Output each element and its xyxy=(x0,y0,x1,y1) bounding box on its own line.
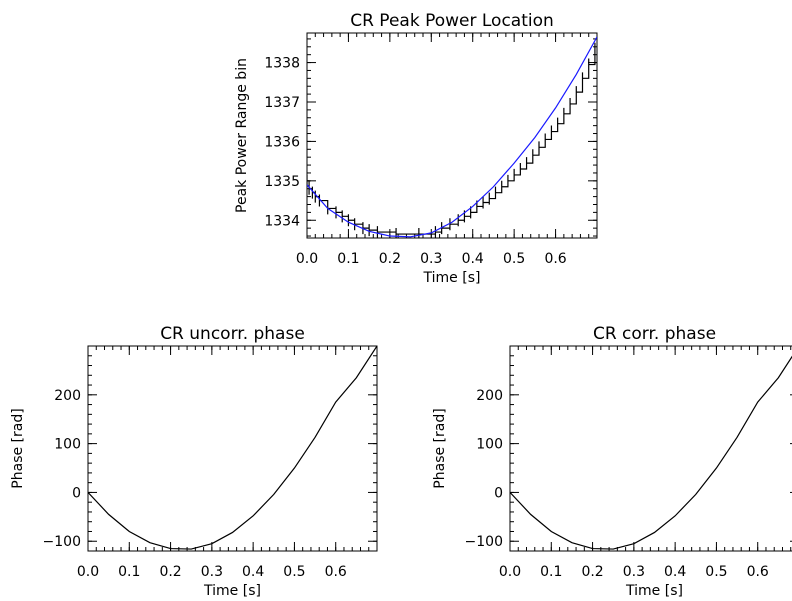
x-tick-label: 0.3 xyxy=(420,251,442,267)
chart-title: CR Peak Power Location xyxy=(350,11,554,31)
series-line-1 xyxy=(510,355,792,550)
x-tick-label: 0.2 xyxy=(581,564,603,580)
x-tick-label: 0.3 xyxy=(623,564,645,580)
y-tick-label: −100 xyxy=(43,534,81,550)
y-axis-label: Peak Power Range bin xyxy=(234,58,250,213)
x-tick-label: 0.2 xyxy=(159,564,181,580)
y-tick-label: 1338 xyxy=(264,56,300,72)
x-tick-label: 0.2 xyxy=(379,251,401,267)
y-tick-label: −100 xyxy=(465,534,503,550)
x-tick-label: 0.6 xyxy=(325,564,347,580)
x-tick-label: 0.0 xyxy=(77,564,99,580)
chart-panel-2: 0.0 0.1 0.2 0.3 0.4 0.5 0.6 −100 0 100 200 CR uncor… xyxy=(10,324,378,599)
x-tick-label: 0.1 xyxy=(540,564,562,580)
chart-title: CR corr. phase xyxy=(593,324,716,344)
chart-panel-1: 0.0 0.1 0.2 0.3 0.4 0.5 0.6 1334 1335 1336 1337 133… xyxy=(234,11,598,286)
series-line-1 xyxy=(307,42,596,238)
y-tick-label: 1335 xyxy=(264,174,300,190)
y-tick-label: 1337 xyxy=(264,95,300,111)
x-tick-label: 0.6 xyxy=(544,251,566,267)
chart-title: CR uncorr. phase xyxy=(160,324,305,344)
y-tick-label: 1336 xyxy=(264,134,300,150)
y-tick-label: 0 xyxy=(494,485,503,501)
chart-panel-3: 0.0 0.1 0.2 0.3 0.4 0.5 0.6 −100 0 100 200 CR corr.… xyxy=(432,324,792,599)
x-tick-label: 0.5 xyxy=(283,564,305,580)
x-tick-label: 0.5 xyxy=(503,251,525,267)
x-axis-label: Time [s] xyxy=(423,270,481,286)
x-axis-label: Time [s] xyxy=(203,583,261,599)
x-axis-label: Time [s] xyxy=(625,583,683,599)
plot-frame xyxy=(509,345,792,552)
x-tick-label: 0.5 xyxy=(705,564,727,580)
y-axis-label: Phase [rad] xyxy=(10,408,26,488)
y-tick-label: 200 xyxy=(54,388,81,404)
x-tick-label: 0.4 xyxy=(242,564,264,580)
x-tick-label: 0.1 xyxy=(118,564,140,580)
x-tick-label: 0.1 xyxy=(337,251,359,267)
y-tick-label: 0 xyxy=(72,485,81,501)
x-tick-label: 0.4 xyxy=(664,564,686,580)
y-axis-label: Phase [rad] xyxy=(432,408,448,488)
y-tick-label: 200 xyxy=(476,388,503,404)
y-tick-label: 100 xyxy=(476,437,503,453)
y-tick-label: 100 xyxy=(54,437,81,453)
plot-frame xyxy=(306,32,598,239)
y-tick-label: 1334 xyxy=(264,213,300,229)
x-tick-label: 0.6 xyxy=(747,564,769,580)
series-line-1 xyxy=(88,346,377,550)
series-line-2 xyxy=(307,36,597,238)
x-tick-label: 0.3 xyxy=(201,564,223,580)
x-tick-label: 0.0 xyxy=(296,251,318,267)
x-tick-label: 0.4 xyxy=(462,251,484,267)
x-tick-label: 0.0 xyxy=(499,564,521,580)
plot-frame xyxy=(87,345,378,552)
